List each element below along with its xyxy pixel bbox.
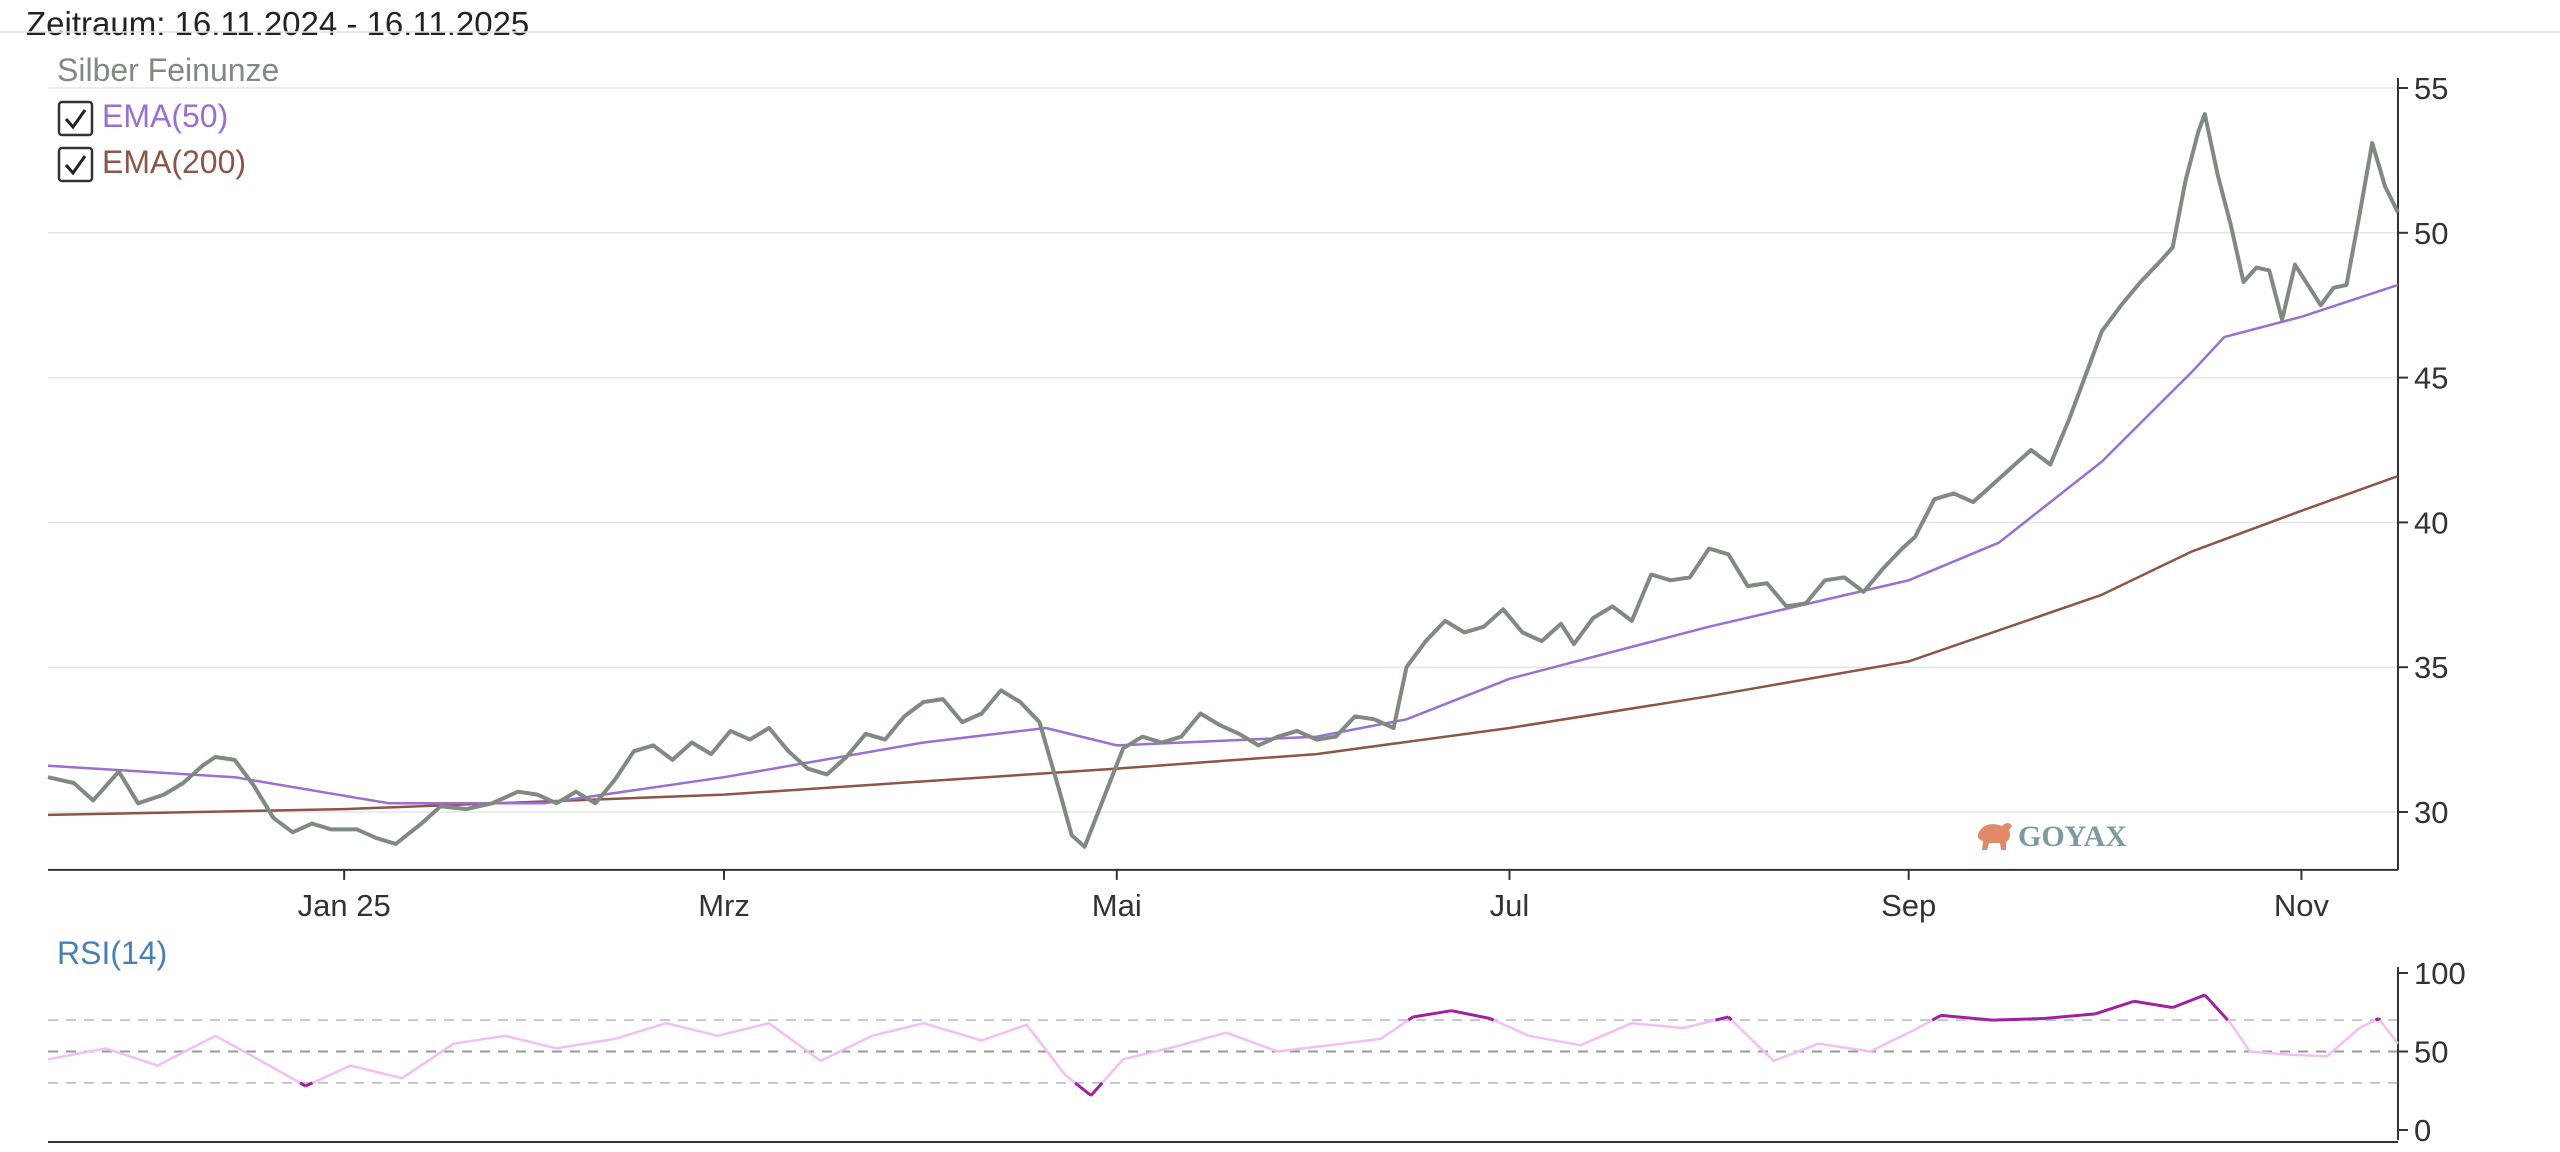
rsi-extreme-segment: [1451, 1009, 1491, 1020]
rsi-extreme-segment: [1089, 1081, 1104, 1097]
x-tick-label: Sep: [1881, 888, 1936, 923]
series-line-silber: [47, 112, 2400, 849]
rsi-extreme-segment: [2203, 993, 2229, 1022]
y-tick-label: 50: [2414, 216, 2448, 251]
rsi-extreme-segment: [1940, 1013, 1993, 1022]
rsi-title: RSI(14): [57, 935, 167, 971]
rsi-series: [47, 993, 2399, 1097]
main-chart-x-tick-labels: Jan 25 Mrz Mai Jul Sep Nov: [298, 869, 2330, 923]
x-tick-label: Jan 25: [298, 888, 391, 923]
rsi-extreme-segment: [2043, 1012, 2096, 1021]
main-chart-axes: [48, 78, 2399, 871]
rsi-extreme-segment: [2377, 1017, 2382, 1022]
legend-item-ema200[interactable]: EMA(200): [57, 144, 246, 183]
y-tick-label: 40: [2414, 505, 2448, 540]
legend: Silber Feinunze EMA(50) EMA(200): [57, 52, 279, 183]
rsi-extreme-segment: [2094, 999, 2135, 1016]
main-chart-series: [47, 112, 2400, 849]
rsi-axes: [48, 967, 2399, 1143]
rsi-extreme-segment: [2133, 999, 2173, 1010]
rsi-y-tick-label: 50: [2414, 1035, 2448, 1070]
rsi-y-tick-label: 100: [2414, 956, 2466, 991]
y-tick-label: 35: [2414, 650, 2448, 685]
x-tick-label: Jul: [1490, 888, 1530, 923]
rsi-y-tick-labels: 0 50 100: [2398, 956, 2466, 1148]
rsi-extreme-segment: [1407, 1015, 1414, 1022]
rsi-extreme-segment: [1715, 1015, 1729, 1022]
rsi-extreme-segment: [1992, 1017, 2044, 1022]
period-label: Zeitraum: 16.11.2024 - 16.11.2025: [26, 5, 529, 42]
legend-label-ema200: EMA(200): [102, 144, 246, 180]
legend-item-silber: Silber Feinunze: [57, 52, 279, 88]
rsi-extreme-segment: [1074, 1081, 1092, 1097]
rsi-y-tick-label: 0: [2414, 1113, 2431, 1148]
rsi-extreme-segment: [2374, 1017, 2380, 1022]
main-chart-grid: [48, 87, 2398, 813]
legend-label-silber: Silber Feinunze: [57, 52, 279, 88]
bull-icon: [1977, 823, 2012, 850]
rsi-extreme-segment: [304, 1081, 314, 1088]
watermark: GOYAX: [1977, 820, 2127, 853]
x-tick-label: Nov: [2274, 888, 2330, 923]
rsi-extreme-segment: [1489, 1017, 1495, 1022]
rsi-reference-lines: [48, 1019, 2398, 1084]
rsi-line: [47, 993, 2399, 1097]
rsi-extreme-segment: [299, 1081, 307, 1088]
rsi-extreme-segment: [2172, 993, 2206, 1009]
x-tick-label: Mrz: [698, 888, 750, 923]
ema50-checkbox[interactable]: [57, 100, 94, 137]
rsi-extreme-segment: [1412, 1009, 1452, 1019]
checkmark-icon: [64, 155, 87, 176]
y-tick-label: 55: [2414, 71, 2448, 106]
legend-item-ema50[interactable]: EMA(50): [57, 98, 228, 137]
rsi-extreme-segment: [1727, 1015, 1733, 1022]
main-chart-y-tick-labels: 30 35 40 45 50 55: [2398, 71, 2448, 830]
watermark-text: GOYAX: [2018, 820, 2127, 853]
rsi-extreme-segment: [1931, 1014, 1942, 1022]
y-tick-label: 45: [2414, 361, 2448, 396]
y-tick-label: 30: [2414, 795, 2448, 830]
series-line-ema200: [47, 474, 2399, 817]
legend-label-ema50: EMA(50): [102, 98, 228, 134]
ema200-checkbox[interactable]: [57, 146, 94, 183]
series-line-ema50: [47, 283, 2399, 805]
checkmark-icon: [64, 109, 87, 130]
x-tick-label: Mai: [1092, 888, 1142, 923]
